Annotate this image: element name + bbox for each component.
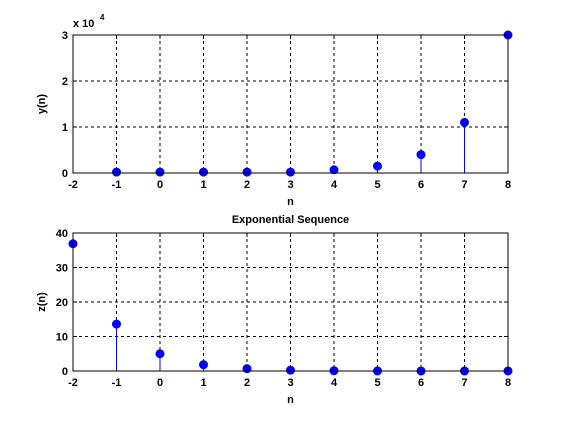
stem-marker [199, 360, 208, 370]
x-tick-label: -1 [112, 179, 122, 191]
stem-marker [242, 167, 252, 177]
stem-marker [155, 167, 165, 177]
x-tick-label: -1 [112, 377, 122, 389]
y-tick-label: 30 [56, 263, 68, 275]
axes-box [72, 232, 509, 372]
x-tick-label: 2 [244, 179, 250, 191]
y-axis-label: y(n) [36, 94, 48, 115]
stem-marker [373, 161, 382, 171]
x-tick-label: -2 [68, 179, 78, 191]
x-tick-label: 5 [374, 179, 380, 191]
x-tick-label: 1 [200, 179, 206, 191]
axis-exponent-label: x 10 [73, 18, 94, 30]
stem-marker [286, 167, 295, 177]
x-tick-label: 8 [505, 377, 511, 389]
chart-title: Exponential Sequence [232, 214, 349, 226]
y-tick-label: 2 [62, 76, 68, 88]
x-tick-label: 7 [461, 179, 467, 191]
axes-box [72, 34, 509, 174]
plot-2: -2 -1 0 1 2 3 4 5 6 7 8 0 10 20 30 40 n z(n) Exponential S… [36, 214, 513, 406]
x-tick-label: 3 [287, 377, 293, 389]
x-tick-label: 0 [157, 377, 163, 389]
stem-marker [286, 365, 295, 375]
x-tick-label: 5 [374, 377, 380, 389]
y-tick-label: 0 [62, 366, 68, 378]
y-tick-label: 0 [62, 168, 68, 180]
stem-marker [329, 165, 339, 175]
y-tick-label: 40 [56, 228, 68, 240]
x-tick-label: 4 [331, 377, 338, 389]
stem-marker [112, 167, 121, 177]
y-tick-label: 20 [56, 297, 68, 309]
x-tick-label: 6 [418, 179, 424, 191]
x-tick-label: 1 [200, 377, 206, 389]
x-tick-label: 6 [418, 377, 424, 389]
x-tick-label: 0 [157, 179, 163, 191]
stem-marker [112, 319, 121, 329]
y-tick-label: 10 [56, 332, 68, 344]
y-tick-label: 3 [62, 30, 68, 42]
axis-exponent-power: 4 [100, 13, 105, 22]
stem-marker [155, 349, 165, 359]
x-tick-label: 2 [244, 377, 250, 389]
y-axis-label: z(n) [36, 292, 48, 312]
x-tick-label: 8 [505, 179, 511, 191]
stem-marker [199, 167, 208, 177]
x-tick-label: 3 [287, 179, 293, 191]
stem-marker [416, 150, 426, 160]
x-axis-label: n [287, 394, 294, 406]
plot-1: -2 -1 0 1 2 3 4 5 6 7 8 0 1 2 3 n y(n) x 10 4 [36, 13, 513, 208]
x-tick-label: 4 [331, 179, 338, 191]
x-axis-label: n [287, 196, 294, 208]
x-tick-label: -2 [68, 377, 78, 389]
x-tick-label: 7 [461, 377, 467, 389]
y-tick-label: 1 [62, 122, 68, 134]
stem-marker [460, 117, 469, 127]
